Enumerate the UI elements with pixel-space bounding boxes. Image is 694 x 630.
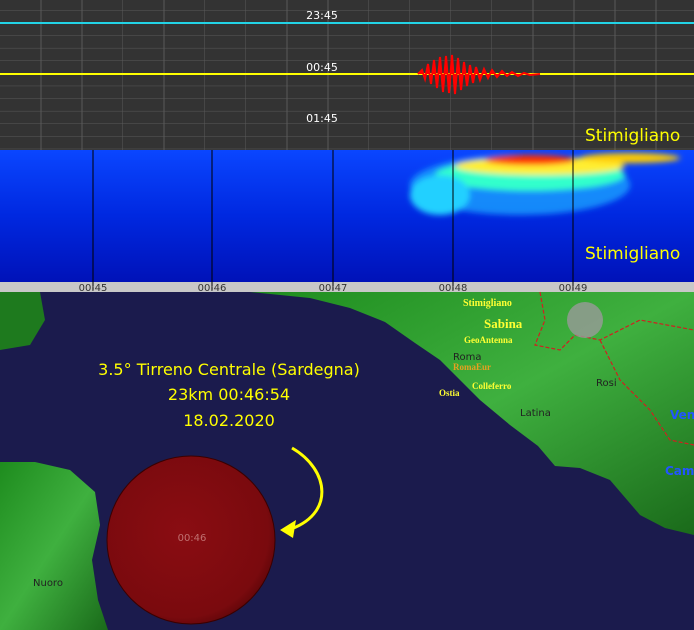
time-label: 00:49 [559, 283, 588, 294]
land [250, 292, 694, 535]
place-label: Rosi [596, 378, 617, 389]
time-label: 23:45 [306, 9, 338, 22]
land [0, 462, 108, 630]
event-marker-label: 00:46 [178, 533, 207, 544]
place-label: RomaEur [453, 362, 491, 372]
waveform [417, 54, 541, 95]
arrow-head [280, 520, 296, 538]
region-border [534, 291, 694, 446]
event-date: 18.02.2020 [183, 411, 275, 430]
place-label: Sabina [484, 316, 523, 331]
event-depth-time: 23km 00:46:54 [168, 385, 290, 404]
place-label: Latina [520, 408, 551, 419]
axis-ticks [92, 150, 574, 290]
spectrogram: 00:45 00:46 00:47 00:48 00:49 Stimiglian… [0, 150, 694, 294]
time-axis [0, 282, 694, 292]
map: Stimigliano Sabina GeoAntenna Roma RomaE… [0, 291, 694, 630]
place-label: Roma [453, 352, 482, 363]
place-label: Cam [665, 464, 694, 478]
time-label: 00:47 [319, 283, 348, 294]
station-label: Stimigliano [585, 244, 680, 264]
cloud [567, 302, 603, 338]
station-label: Stimigliano [585, 126, 680, 146]
time-label: 00:48 [439, 283, 468, 294]
time-label: 01:45 [306, 112, 338, 125]
helicorder: 23:45 00:45 01:45 Stimigliano [0, 0, 694, 150]
time-label: 00:45 [79, 283, 108, 294]
time-label: 00:46 [198, 283, 227, 294]
event-marker [106, 455, 276, 625]
place-label: Nuoro [33, 578, 63, 589]
place-label: GeoAntenna [464, 335, 513, 345]
event-title: 3.5° Tirreno Centrale (Sardegna) [98, 360, 360, 379]
time-label: 00:45 [306, 61, 338, 74]
land [0, 292, 45, 350]
place-label: Ostia [439, 388, 460, 398]
place-label: Colleferro [472, 381, 512, 391]
arrow [287, 446, 324, 532]
place-label: Ven [670, 408, 694, 422]
place-label: Stimigliano [463, 298, 512, 309]
spectrogram-energy [410, 153, 680, 215]
